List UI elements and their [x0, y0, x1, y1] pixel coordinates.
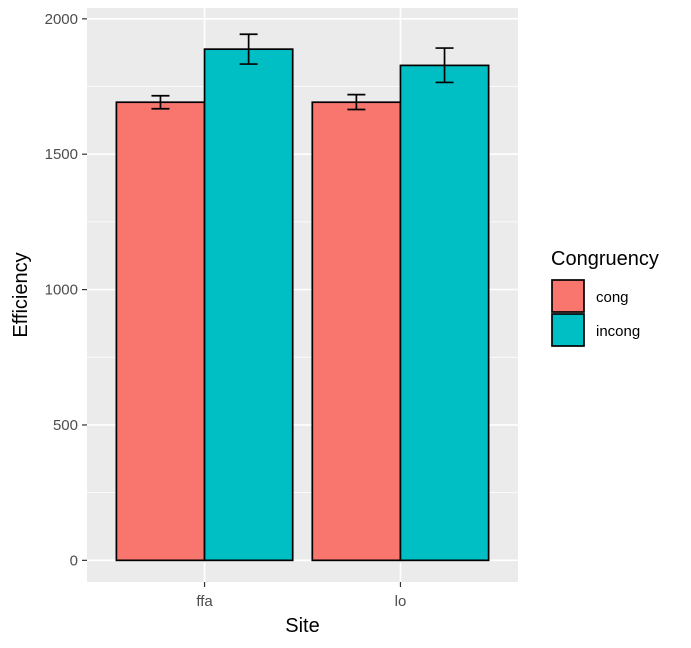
x-tick-label: lo: [395, 593, 407, 610]
y-tick-label: 0: [70, 552, 78, 569]
legend-key-incong: [551, 313, 585, 347]
legend-label-incong: incong: [596, 323, 640, 340]
y-axis: 0 500 1000 1500 2000: [45, 11, 87, 569]
error-bars-group: [151, 33, 454, 111]
y-tick-label: 500: [53, 417, 78, 434]
bar-cong-lo: [311, 101, 402, 562]
legend: Congruency cong incong: [551, 248, 659, 347]
bar-incong-lo: [399, 64, 490, 562]
bar-incong-ffa: [203, 48, 294, 562]
bar-cong-ffa: [115, 101, 206, 562]
legend-key-cong: [551, 279, 585, 313]
x-tick-label: ffa: [196, 593, 213, 610]
legend-label-cong: cong: [596, 289, 629, 306]
y-tick-label: 1500: [45, 146, 78, 163]
x-axis-title: Site: [285, 615, 319, 637]
y-axis-title: Efficiency: [10, 252, 32, 337]
legend-title: Congruency: [551, 248, 659, 270]
y-tick-label: 2000: [45, 11, 78, 28]
x-axis: ffa lo: [196, 582, 406, 610]
bars-group: [115, 48, 490, 562]
y-tick-label: 1000: [45, 282, 78, 299]
